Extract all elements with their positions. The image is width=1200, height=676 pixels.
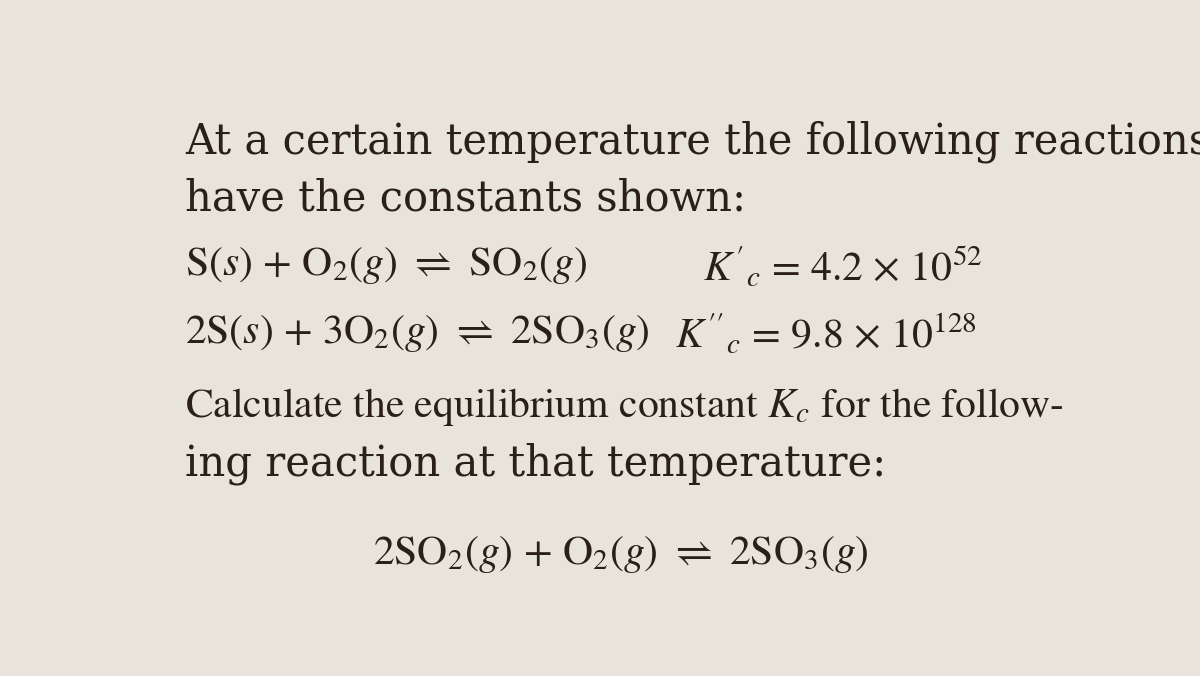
Text: 2SO$_{\mathregular{2}}$($g$) + O$_{\mathregular{2}}$($g$) $\rightleftharpoons$ 2: 2SO$_{\mathregular{2}}$($g$) + O$_{\math… (373, 534, 869, 575)
Text: Calculate the equilibrium constant $K_c$ for the follow-: Calculate the equilibrium constant $K_c$… (185, 385, 1064, 428)
Text: have the constants shown:: have the constants shown: (185, 177, 746, 220)
Text: $K'_c$ = 4.2 $\times$ 10$^{\mathregular{52}}$: $K'_c$ = 4.2 $\times$ 10$^{\mathregular{… (703, 245, 983, 290)
Text: At a certain temperature the following reactions: At a certain temperature the following r… (185, 120, 1200, 163)
Text: $K''_c$ = 9.8 $\times$ 10$^{\mathregular{128}}$: $K''_c$ = 9.8 $\times$ 10$^{\mathregular… (676, 313, 977, 357)
Text: ing reaction at that temperature:: ing reaction at that temperature: (185, 443, 887, 485)
Text: 2S($s$) + 3O$_{\mathregular{2}}$($g$) $\rightleftharpoons$ 2SO$_{\mathregular{3}: 2S($s$) + 3O$_{\mathregular{2}}$($g$) $\… (185, 313, 650, 354)
Text: S($s$) + O$_{\mathregular{2}}$($g$) $\rightleftharpoons$ SO$_{\mathregular{2}}$(: S($s$) + O$_{\mathregular{2}}$($g$) $\ri… (185, 245, 588, 286)
